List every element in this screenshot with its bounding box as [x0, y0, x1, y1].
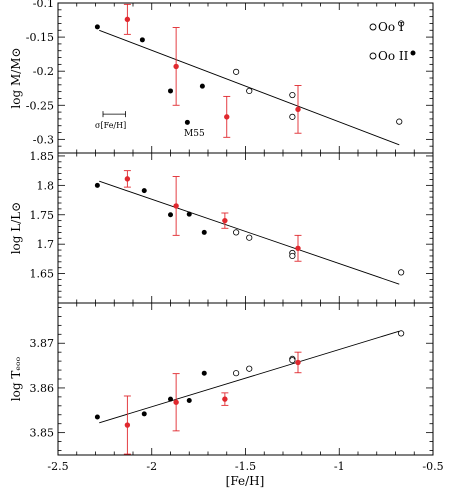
mass-oo2-point [94, 24, 100, 30]
luminosity-cluster-point [222, 217, 228, 224]
luminosity-y-tick-label: 1.85 [30, 150, 55, 163]
luminosity-y-tick-label: 1.65 [30, 268, 55, 281]
temperature-cluster-point [124, 422, 131, 428]
temperature-oo1-point [289, 357, 296, 364]
temperature-cluster-point [295, 359, 301, 366]
x-tick-label: -0.5 [422, 460, 443, 473]
temperature-panel-frame [57, 302, 434, 456]
error-bar-key: σ[Fe/H] [95, 111, 126, 130]
legend: Oo I Oo II [369, 20, 416, 63]
temperature-panel: 3.85 3.86 3.87 -2.5 -2 -1.5 -1 -0.5 [30, 302, 444, 473]
temperature-oo2-point [94, 414, 100, 420]
x-tick-label: -1 [334, 460, 345, 473]
luminosity-y-tick-label: 1.75 [30, 209, 55, 222]
temperature-oo2-point [168, 396, 173, 402]
mass-cluster-point [124, 16, 131, 23]
luminosity-oo1-point [233, 229, 240, 236]
legend-oo1-marker [369, 23, 377, 31]
x-tick-label: -1.5 [235, 460, 256, 473]
mass-cluster-point [295, 106, 301, 113]
mass-axis-label: log M/M⊙ [9, 47, 23, 108]
luminosity-y-tick-label: 1.7 [37, 238, 55, 251]
temperature-oo2-point [201, 370, 207, 376]
luminosity-oo2-point [168, 212, 173, 218]
temperature-oo1-point [246, 365, 253, 372]
luminosity-y-tick-label: 1.8 [37, 179, 55, 192]
luminosity-cluster-point [295, 245, 301, 251]
mass-y-tick-label: -0.15 [26, 31, 54, 44]
m55-annotation: M55 [184, 129, 205, 139]
luminosity-oo2-point [186, 211, 192, 217]
mass-oo2-point [199, 83, 205, 89]
temperature-oo2-point [141, 411, 147, 417]
mass-cluster-point [224, 114, 230, 120]
sigma-feh-annotation: σ[Fe/H] [95, 121, 126, 130]
temperature-y-tick-label: 3.86 [30, 382, 55, 395]
mass-oo2-point [168, 88, 173, 94]
mass-y-tick-label: -0.25 [26, 99, 54, 112]
luminosity-cluster-point [173, 203, 179, 209]
mass-fit-line [99, 29, 400, 146]
legend-oo2-filled-marker [410, 50, 416, 56]
mass-y-tick-label: -0.3 [33, 133, 54, 146]
temperature-fit-line [99, 330, 400, 424]
luminosity-oo2-point [94, 182, 100, 188]
luminosity-panel-frame [57, 152, 434, 304]
mass-panel: -0.3 -0.25 -0.2 -0.15 -0.1 Oo I Oo II σ[Fe/H… [26, 0, 434, 154]
legend-oo2-label: Oo II [378, 49, 409, 63]
mass-oo1-point [398, 20, 405, 27]
mass-y-tick-label: -0.2 [33, 65, 54, 78]
x-tick-label: -2 [146, 460, 157, 473]
luminosity-oo1-point [289, 252, 296, 260]
mass-oo1-point [289, 91, 296, 99]
legend-oo2-open-marker [369, 52, 377, 60]
temperature-axis-label: log Tₑₒₒ [9, 356, 23, 401]
luminosity-axis-label: log L/L⊙ [9, 202, 23, 255]
temperature-oo1-point [233, 370, 240, 377]
luminosity-cluster-point [124, 176, 131, 182]
temperature-cluster-point [173, 399, 179, 405]
legend-oo1-label: Oo I [378, 20, 404, 34]
luminosity-fit-line [99, 180, 400, 285]
temperature-cluster-point [222, 396, 228, 402]
temperature-y-tick-label: 3.87 [30, 337, 55, 350]
mass-oo2-point [139, 37, 145, 43]
mass-oo1-point [396, 118, 403, 125]
mass-oo1-point [233, 68, 240, 75]
luminosity-oo2-point [141, 188, 147, 194]
temperature-y-tick-label: 3.85 [30, 427, 55, 440]
x-tick-label: -2.5 [47, 460, 68, 473]
luminosity-panel: 1.65 1.7 1.75 1.8 1.85 [30, 150, 434, 304]
luminosity-oo1-point [246, 234, 253, 241]
mass-oo2-point [184, 119, 190, 125]
luminosity-oo2-point [201, 229, 207, 235]
mass-panel-frame [57, 2, 434, 154]
mass-oo1-point [246, 87, 253, 95]
luminosity-oo1-point [398, 269, 405, 276]
mass-y-tick-label: -0.1 [33, 0, 54, 10]
temperature-oo1-point [398, 330, 405, 337]
mass-cluster-point [173, 63, 179, 70]
mass-oo1-point [289, 113, 296, 120]
feh-axis-label: [Fe/H] [226, 474, 265, 488]
temperature-oo2-point [186, 397, 192, 403]
